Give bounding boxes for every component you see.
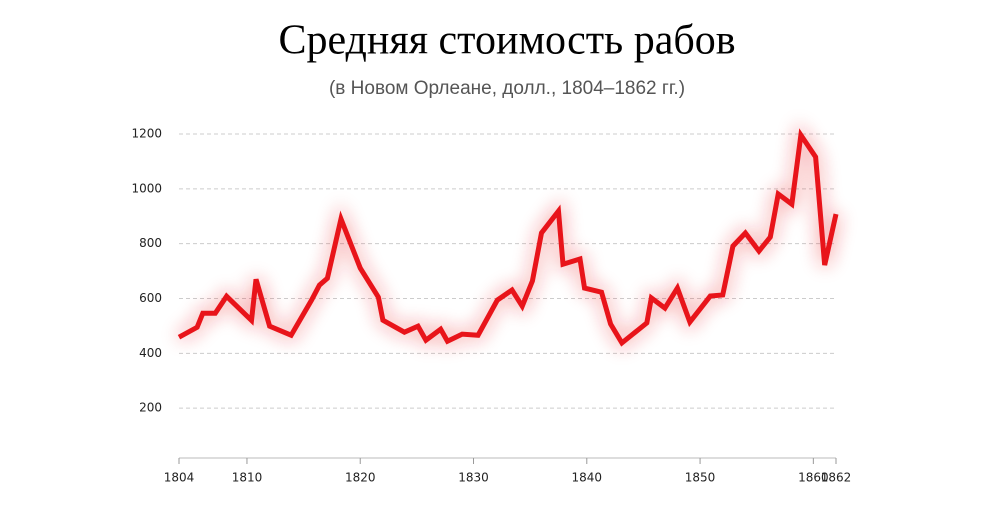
y-tick-label: 600 [139, 291, 162, 305]
x-tick-label: 1820 [345, 471, 376, 485]
y-tick-label: 400 [139, 346, 162, 360]
x-tick-label: 1804 [164, 471, 195, 485]
line [177, 128, 839, 347]
chart-subtitle: (в Новом Орлеане, долл., 1804–1862 гг.) [329, 78, 685, 99]
y-tick-label: 1200 [131, 127, 162, 141]
y-tick-label: 1000 [131, 181, 162, 195]
x-tick-label: 1840 [572, 471, 603, 485]
chart-title: Средняя стоимость рабов [278, 18, 735, 64]
x-tick-label: 1850 [685, 471, 716, 485]
x-tick-label: 1860 [798, 471, 829, 485]
y-tick-label: 200 [139, 401, 162, 415]
x-tick-label: 1830 [458, 471, 489, 485]
x-tick-label: 1862 [821, 471, 852, 485]
y-tick-label: 800 [139, 236, 162, 250]
x-tick-label: 1810 [232, 471, 263, 485]
